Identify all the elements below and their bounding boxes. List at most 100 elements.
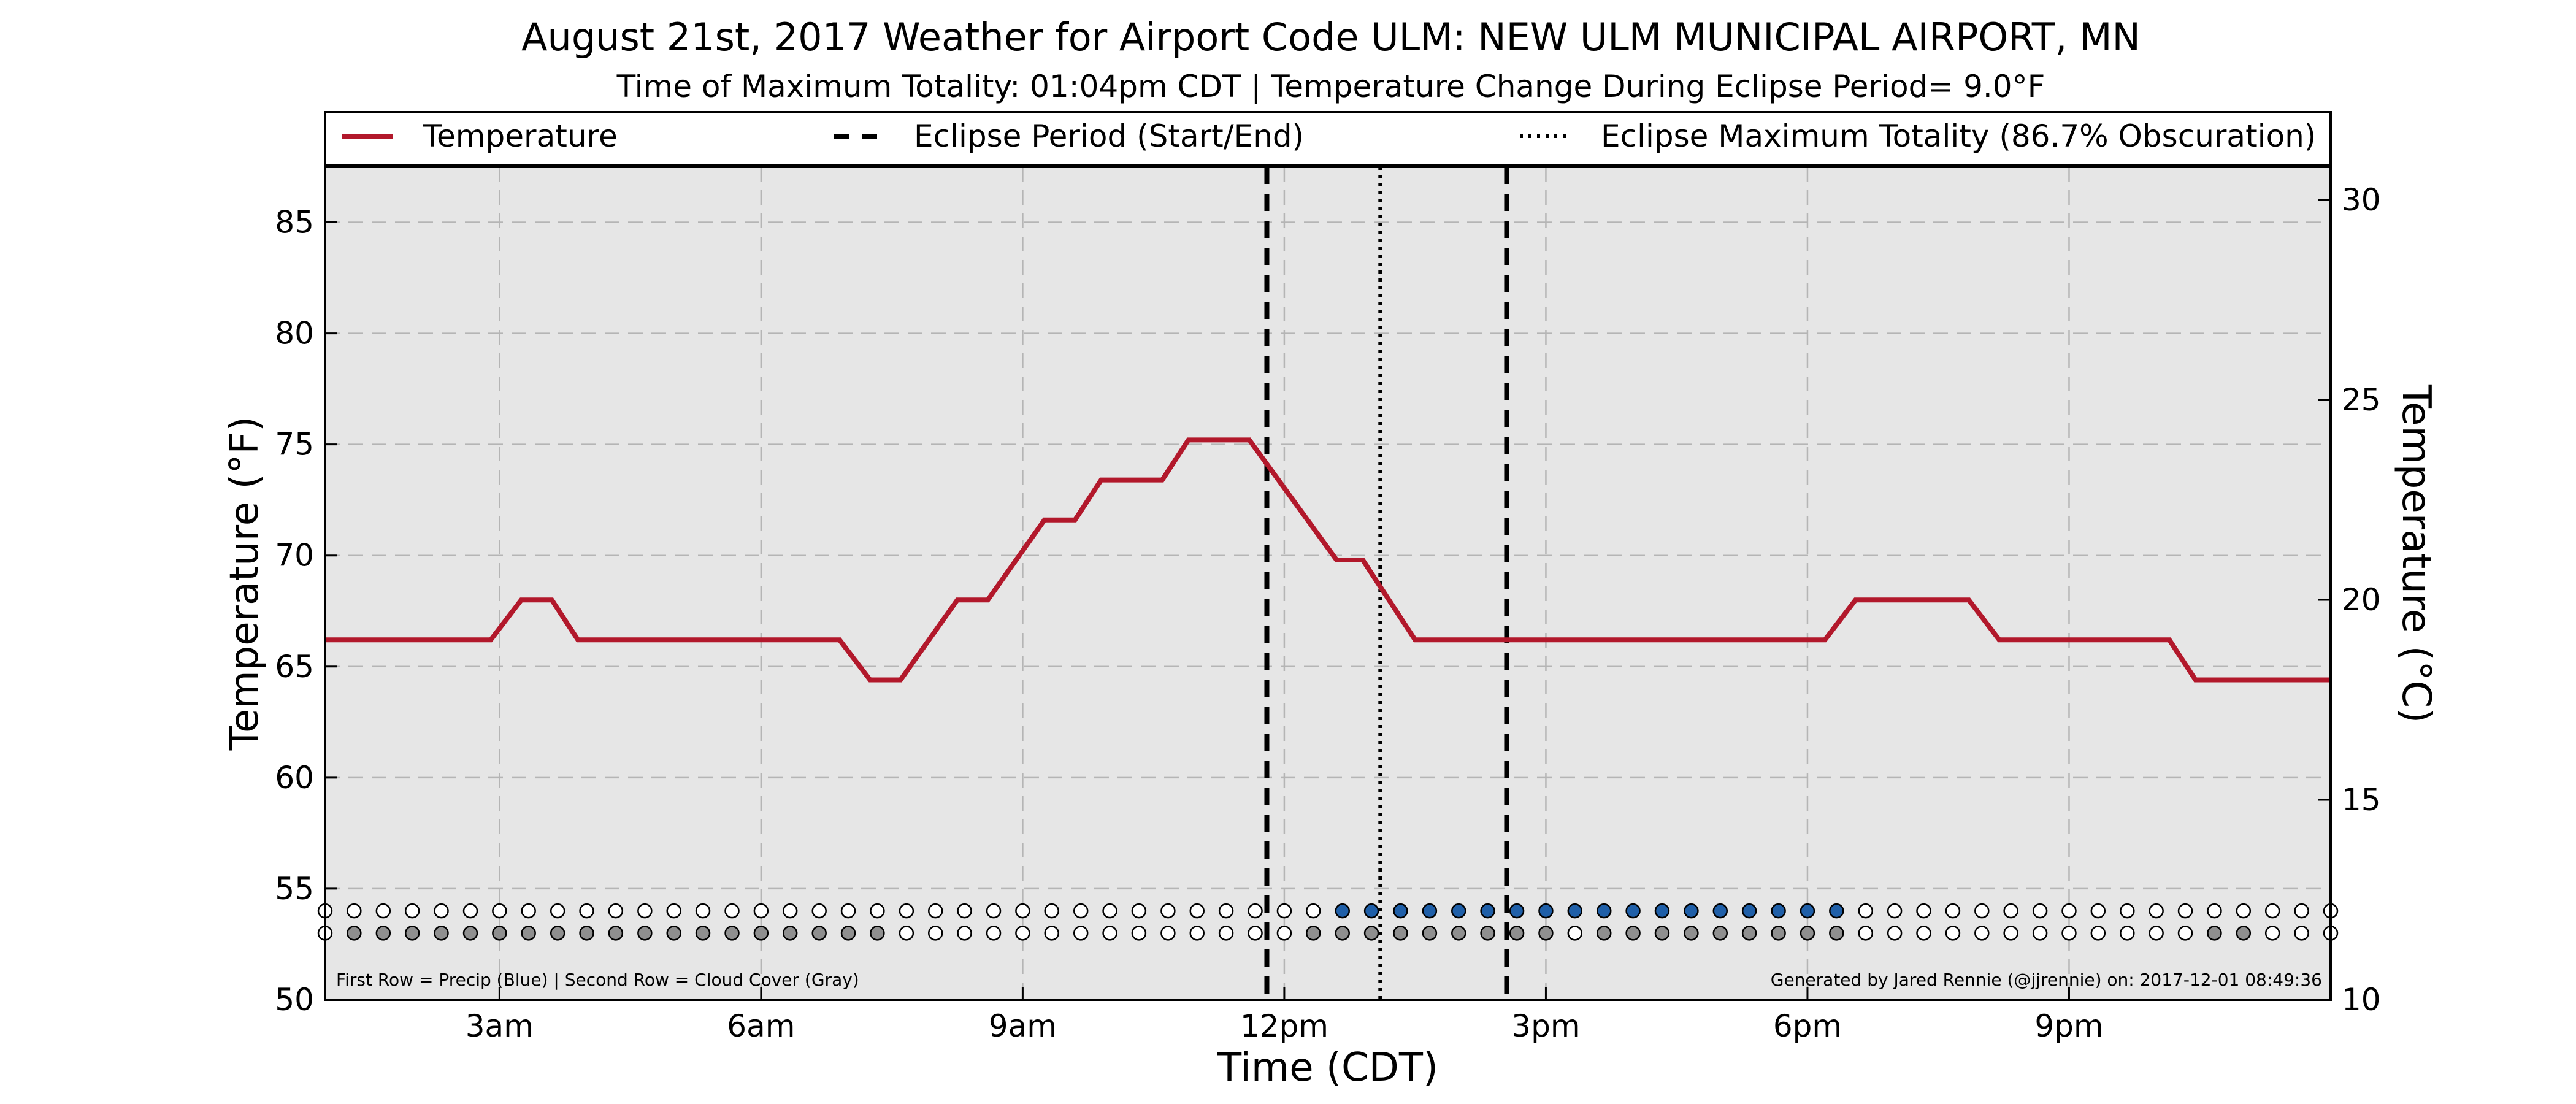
cloud-marker (1567, 926, 1583, 941)
precip-marker (375, 903, 391, 919)
x-tick-label: 3pm (1511, 1008, 1580, 1044)
precip-marker (1102, 903, 1117, 919)
precip-marker (811, 903, 827, 919)
precip-marker (1248, 903, 1263, 919)
cloud-marker (986, 926, 1002, 941)
cloud-marker (2294, 926, 2309, 941)
precip-marker (2120, 903, 2135, 919)
cloud-marker (870, 926, 885, 941)
cloud-marker (1363, 926, 1379, 941)
cloud-marker (1625, 926, 1641, 941)
y-axis-right-label: Temperature (°C) (2393, 384, 2439, 723)
precip-marker (1422, 903, 1438, 919)
cloud-marker (1538, 926, 1554, 941)
precip-marker (1276, 903, 1292, 919)
precip-marker (1741, 903, 1757, 919)
chart-title: August 21st, 2017 Weather for Airport Co… (521, 15, 2141, 59)
y-left-tick-label: 50 (275, 982, 314, 1018)
precip-marker (550, 903, 565, 919)
cloud-marker (927, 926, 943, 941)
cloud-marker (375, 926, 391, 941)
precip-marker (1015, 903, 1030, 919)
precip-marker (2061, 903, 2077, 919)
cloud-marker (1945, 926, 1961, 941)
footnote-left: First Row = Precip (Blue) | Second Row =… (336, 970, 859, 990)
cloud-marker (2236, 926, 2252, 941)
cloud-marker (1306, 926, 1321, 941)
x-tick-label: 12pm (1240, 1008, 1328, 1044)
precip-marker (1567, 903, 1583, 919)
x-tick-label: 6pm (1773, 1008, 1842, 1044)
cloud-marker (899, 926, 914, 941)
cloud-marker (492, 926, 507, 941)
y-left-tick-label: 60 (275, 760, 314, 795)
precip-marker (608, 903, 624, 919)
precip-marker (1363, 903, 1379, 919)
cloud-marker (521, 926, 536, 941)
cloud-marker (1102, 926, 1117, 941)
y-left-tick-label: 55 (275, 871, 314, 907)
cloud-marker (1800, 926, 1815, 941)
precip-marker (2032, 903, 2048, 919)
x-tick-label: 9pm (2034, 1008, 2103, 1044)
chart-subtitle: Time of Maximum Totality: 01:04pm CDT | … (616, 69, 2045, 104)
precip-marker (1858, 903, 1874, 919)
precip-marker (1654, 903, 1670, 919)
precip-marker (1800, 903, 1815, 919)
precip-marker (1974, 903, 1990, 919)
precip-marker (1131, 903, 1147, 919)
precip-marker (2149, 903, 2164, 919)
cloud-marker (1480, 926, 1495, 941)
precip-marker (986, 903, 1002, 919)
cloud-marker (1422, 926, 1438, 941)
cloud-marker (1248, 926, 1263, 941)
cloud-marker (434, 926, 449, 941)
cloud-marker (724, 926, 740, 941)
cloud-marker (2061, 926, 2077, 941)
precip-marker (1771, 903, 1786, 919)
cloud-marker (695, 926, 711, 941)
temperature-line (325, 437, 2331, 683)
temperature-series (325, 437, 2331, 683)
cloud-marker (666, 926, 681, 941)
precip-marker (782, 903, 798, 919)
cloud-marker (1451, 926, 1466, 941)
cloud-marker (347, 926, 362, 941)
cloud-marker (1189, 926, 1205, 941)
precip-marker (1829, 903, 1844, 919)
cloud-marker (811, 926, 827, 941)
precip-marker (1218, 903, 1234, 919)
cloud-marker (1509, 926, 1525, 941)
precip-marker (404, 903, 420, 919)
precip-marker (637, 903, 653, 919)
precip-marker (1451, 903, 1466, 919)
cloud-marker (840, 926, 856, 941)
precip-marker (1916, 903, 1931, 919)
cloud-marker (753, 926, 769, 941)
x-tick-label: 6am (727, 1008, 795, 1044)
precip-marker (521, 903, 536, 919)
cloud-marker (1015, 926, 1030, 941)
precip-marker (753, 903, 769, 919)
y-right-tick-label: 30 (2342, 182, 2381, 218)
precip-marker (492, 903, 507, 919)
y-left-tick-label: 75 (275, 427, 314, 462)
x-axis-label: Time (CDT) (1217, 1045, 1438, 1091)
cloud-marker (1712, 926, 1728, 941)
precip-marker (2090, 903, 2106, 919)
y-right-tick-label: 15 (2342, 782, 2381, 818)
precip-marker (1393, 903, 1408, 919)
cloud-marker (1276, 926, 1292, 941)
footnote-right: Generated by Jared Rennie (@jjrennie) on… (1771, 970, 2322, 990)
axis-ticks: 50 55 60 65 70 75 80 85 10 15 20 25 30 3am 6am 9am 12pm 3… (275, 182, 2380, 1044)
cloud-marker (2090, 926, 2106, 941)
y-right-tick-label: 20 (2342, 582, 2381, 618)
cloud-marker (2003, 926, 2018, 941)
cloud-marker (404, 926, 420, 941)
cloud-marker (2264, 926, 2280, 941)
legend: Temperature Eclipse Period (Start/End) Ecl… (342, 118, 2316, 154)
precip-marker (840, 903, 856, 919)
cloud-marker (1771, 926, 1786, 941)
x-tick-label: 3am (466, 1008, 534, 1044)
cloud-marker (462, 926, 478, 941)
